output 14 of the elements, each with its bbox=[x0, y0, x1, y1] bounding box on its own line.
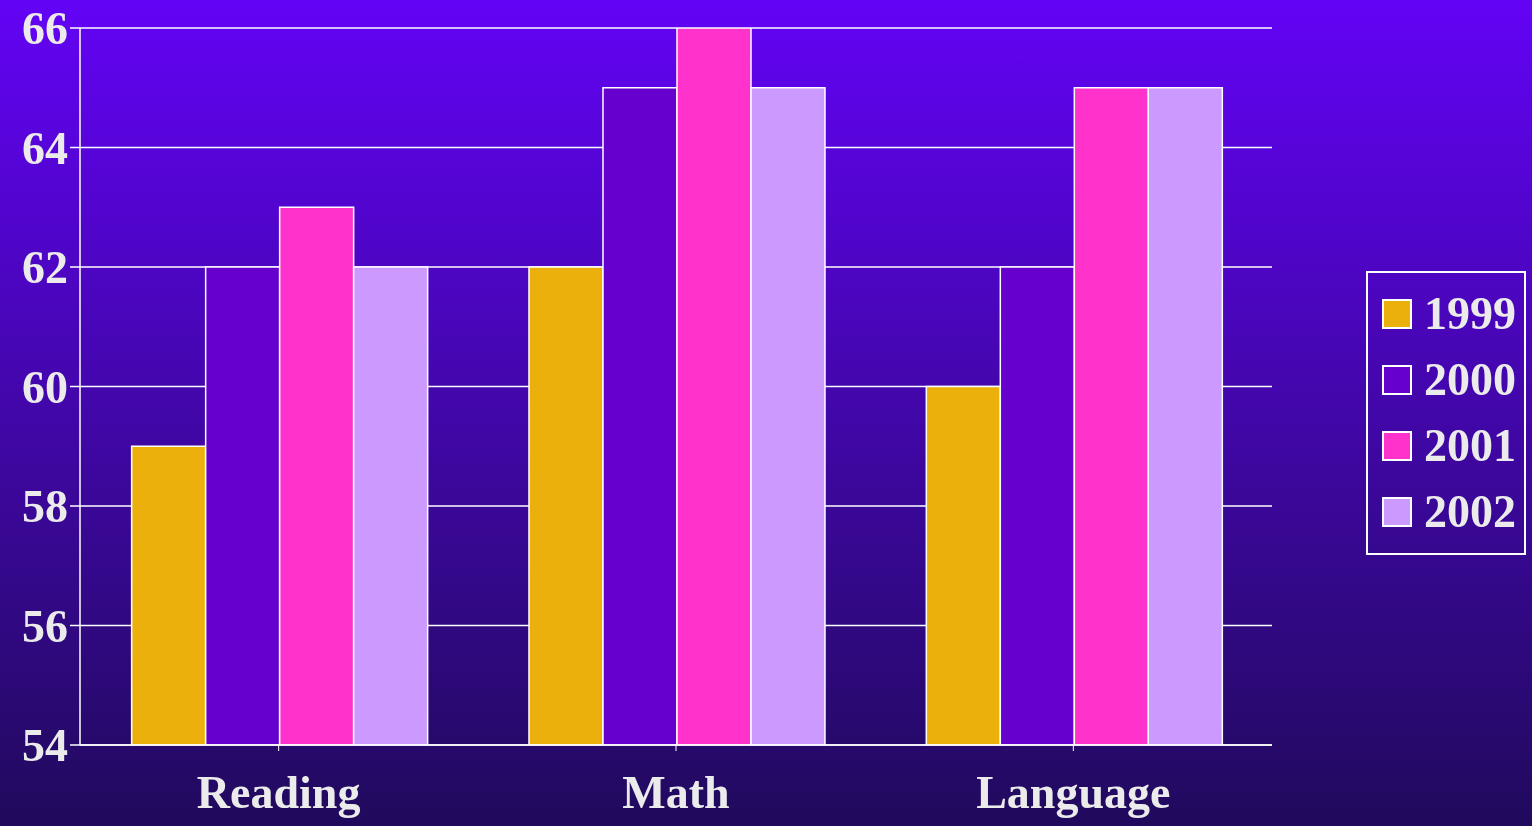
legend-label: 2000 bbox=[1424, 354, 1516, 405]
legend-label: 2001 bbox=[1424, 420, 1516, 471]
x-tick-label: Math bbox=[622, 766, 730, 818]
y-tick-label: 64 bbox=[22, 122, 68, 174]
legend-label: 1999 bbox=[1424, 288, 1516, 339]
x-tick-label: Reading bbox=[196, 766, 361, 818]
y-tick-label: 56 bbox=[22, 600, 68, 652]
y-tick-label: 62 bbox=[22, 242, 68, 294]
x-tick-label: Language bbox=[976, 766, 1171, 818]
y-tick-label: 66 bbox=[22, 3, 68, 55]
y-tick-label: 54 bbox=[22, 720, 68, 772]
y-tick-label: 58 bbox=[22, 481, 68, 533]
y-tick-label: 60 bbox=[22, 361, 68, 413]
legend-label: 2002 bbox=[1424, 486, 1516, 537]
